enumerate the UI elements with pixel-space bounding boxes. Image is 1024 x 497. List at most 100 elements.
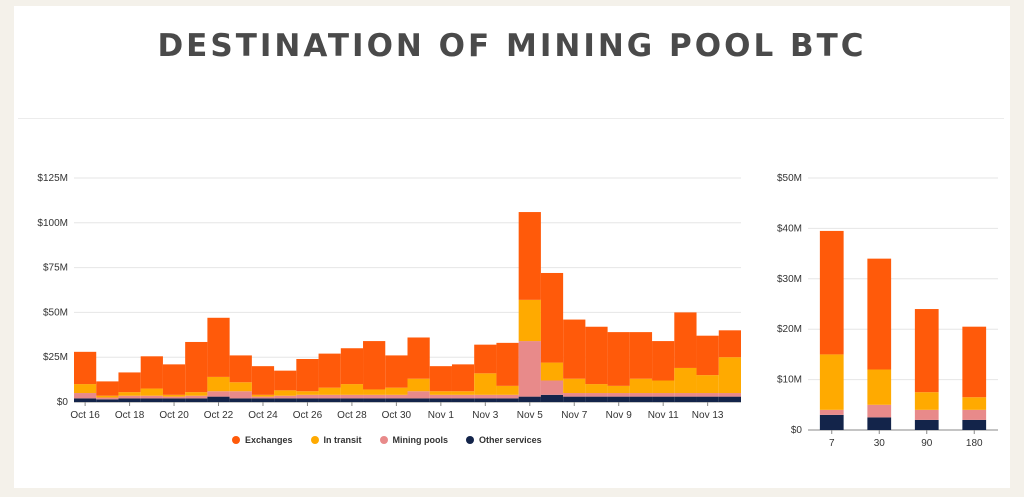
- main-chart-bar-in-transit: [474, 373, 497, 395]
- main-chart-bar-in-transit: [140, 388, 163, 396]
- main-chart-bar-exchanges: [451, 364, 475, 392]
- main-chart-bar-in-transit: [518, 299, 541, 342]
- main-chart-bar-other-services: [74, 398, 97, 402]
- main-chart-bar-other-services: [451, 398, 475, 402]
- period-chart-bar-in-transit: [867, 369, 892, 405]
- main-chart-bar-in-transit: [585, 384, 608, 394]
- main-chart-x-tick-label: Oct 20: [159, 410, 189, 421]
- legend-swatch-mining-pools: [379, 436, 388, 444]
- main-chart-bar-in-transit: [274, 390, 297, 396]
- main-chart-x-tick-label: Oct 22: [204, 410, 234, 421]
- main-chart-bar-in-transit: [451, 391, 475, 395]
- main-chart-x-tick-label: Oct 30: [382, 410, 412, 421]
- main-chart-bar-exchanges: [229, 355, 252, 383]
- main-chart-bar-in-transit: [207, 376, 230, 392]
- main-chart-y-tick-label: $50M: [43, 307, 68, 318]
- period-chart-x-tick-label: 30: [874, 438, 886, 449]
- main-chart-bar-other-services: [363, 398, 386, 402]
- main-chart-bar-exchanges: [496, 342, 519, 386]
- period-chart-y-tick-label: $50M: [777, 173, 802, 184]
- main-chart-bar-other-services: [696, 396, 719, 402]
- main-chart-bar-mining-pools: [274, 395, 297, 399]
- main-chart-bar-exchanges: [74, 351, 97, 385]
- main-chart-bar-other-services: [296, 398, 319, 402]
- legend-label-other-services: Other services: [479, 435, 542, 445]
- period-chart-bar-in-transit: [962, 397, 987, 410]
- main-chart-bar-exchanges: [296, 358, 319, 392]
- main-chart-x-tick-label: Nov 3: [472, 410, 499, 421]
- main-chart-bar-exchanges: [207, 317, 230, 377]
- main-chart-bar-other-services: [563, 396, 586, 402]
- main-chart-bar-in-transit: [340, 384, 364, 395]
- legend-label-in-transit: In transit: [323, 435, 362, 445]
- legend-swatch-other-services: [466, 436, 475, 444]
- main-chart-bar-mining-pools: [318, 394, 341, 399]
- main-chart-bar-in-transit: [296, 391, 319, 395]
- main-chart-bar-exchanges: [118, 372, 141, 393]
- main-chart-x-tick-label: Nov 7: [561, 410, 588, 421]
- main-chart-bar-in-transit: [496, 385, 519, 395]
- main-chart-bar-in-transit: [118, 392, 141, 396]
- period-chart-x-tick-label: 7: [829, 438, 835, 449]
- legend-label-exchanges: Exchanges: [245, 435, 293, 445]
- main-chart-bar-mining-pools: [207, 391, 230, 397]
- main-chart-bar-exchanges: [429, 366, 452, 392]
- main-chart-bar-exchanges: [185, 341, 208, 393]
- period-chart-y-tick-label: $40M: [777, 223, 802, 234]
- main-chart-bar-other-services: [385, 398, 408, 402]
- main-chart-x-tick-label: Nov 13: [692, 410, 724, 421]
- main-chart-bar-mining-pools: [607, 393, 630, 397]
- main-chart-bar-mining-pools: [229, 391, 252, 399]
- main-chart-bar-exchanges: [718, 330, 741, 358]
- period-chart-bar-mining-pools: [819, 409, 844, 415]
- main-chart-bar-mining-pools: [363, 394, 386, 399]
- main-chart-bar-exchanges: [540, 272, 564, 363]
- main-chart-bar-other-services: [140, 398, 163, 402]
- main-chart-y-tick-label: $125M: [37, 173, 68, 184]
- main-chart-bar-in-transit: [318, 387, 341, 395]
- main-chart-x-tick-label: Nov 9: [606, 410, 633, 421]
- main-chart-bar-mining-pools: [696, 393, 719, 397]
- period-chart-bar-other-services: [914, 419, 939, 430]
- period-chart-bar-mining-pools: [962, 409, 987, 420]
- main-chart-bar-mining-pools: [296, 394, 319, 399]
- main-chart-bar-other-services: [229, 398, 252, 402]
- main-chart-bar-mining-pools: [407, 391, 430, 399]
- main-chart-bar-other-services: [607, 396, 630, 402]
- period-chart-y-tick-label: $0: [791, 425, 803, 436]
- main-chart-bar-in-transit: [652, 380, 675, 394]
- main-chart-bar-exchanges: [407, 337, 430, 379]
- main-chart-bar-exchanges: [585, 326, 608, 385]
- main-chart-bar-in-transit: [563, 378, 586, 394]
- main-chart-bar-exchanges: [563, 319, 586, 379]
- chart-title: DESTINATION OF MINING POOL BTC: [157, 28, 867, 64]
- period-chart-bar-other-services: [819, 414, 844, 430]
- main-chart-bar-in-transit: [385, 387, 408, 395]
- main-chart-bar-other-services: [185, 398, 208, 402]
- main-chart-bar-mining-pools: [140, 395, 163, 399]
- main-chart-bar-exchanges: [607, 332, 630, 386]
- main-chart-bar-in-transit: [607, 385, 630, 394]
- main-chart-bar-other-services: [251, 398, 275, 402]
- main-chart-x-tick-label: Oct 16: [70, 410, 100, 421]
- main-chart-bar-in-transit: [96, 395, 119, 398]
- period-chart-bar-in-transit: [914, 392, 939, 410]
- main-chart-bar-mining-pools: [540, 380, 564, 395]
- main-chart-x-tick-label: Oct 28: [337, 410, 367, 421]
- main-chart-bar-mining-pools: [629, 393, 653, 397]
- main-chart-bar-other-services: [340, 398, 364, 402]
- main-chart-bar-mining-pools: [185, 395, 208, 399]
- main-chart-bar-other-services: [118, 398, 141, 402]
- main-chart-bar-other-services: [496, 398, 519, 402]
- period-chart-bar-other-services: [867, 417, 892, 430]
- main-chart-bar-exchanges: [652, 341, 675, 381]
- legend-label-mining-pools: Mining pools: [392, 435, 449, 445]
- main-chart-bar-exchanges: [251, 366, 275, 395]
- main-chart-bar-mining-pools: [385, 394, 408, 399]
- main-chart-bar-other-services: [474, 398, 497, 402]
- main-chart-x-tick-label: Oct 26: [293, 410, 323, 421]
- main-chart-bar-in-transit: [229, 382, 252, 392]
- legend-swatch-in-transit: [310, 436, 319, 444]
- main-chart-bar-exchanges: [96, 381, 119, 396]
